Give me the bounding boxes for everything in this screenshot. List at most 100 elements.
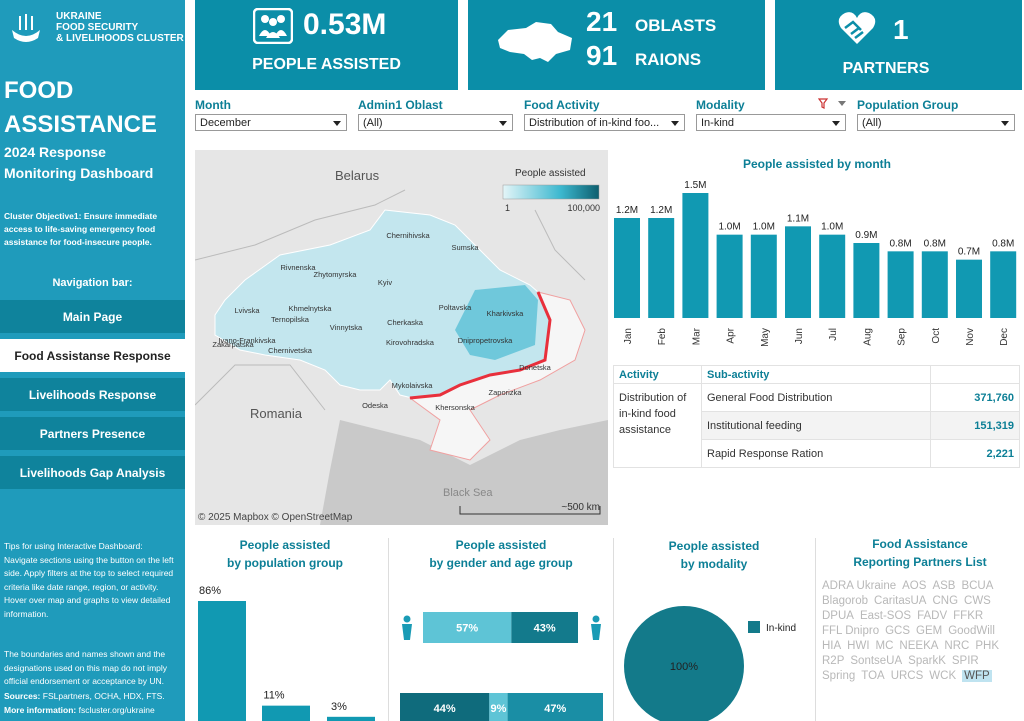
nav-button[interactable]: Livelihoods Gap Analysis <box>0 456 185 489</box>
oblast-label: Khersonska <box>435 403 475 412</box>
bar-segment <box>489 693 508 721</box>
partners-subtitle: Reporting Partners List <box>853 555 987 569</box>
partner-name[interactable]: CNG <box>932 595 959 607</box>
map[interactable]: Belarus Romania Black Sea Chernihivska Su… <box>195 150 608 525</box>
pie-slice <box>624 606 744 721</box>
kpi-label: RAIONS <box>635 50 702 69</box>
partner-name[interactable]: SontseUA <box>850 655 903 667</box>
partner-name[interactable]: NRC <box>944 640 970 652</box>
partner-name[interactable]: MC <box>875 640 894 652</box>
nav-button[interactable]: Partners Presence <box>0 417 185 450</box>
partner-name[interactable]: WFP <box>962 670 992 682</box>
gender-chart: People assisted by gender and age group 57… <box>400 538 603 721</box>
oblast-label: Mykolaivska <box>392 381 434 390</box>
partner-name[interactable]: BCUA <box>961 580 994 592</box>
filter-label: Modality <box>696 98 745 112</box>
partner-name[interactable]: SparkK <box>908 655 946 667</box>
kpi-value: 21 <box>586 6 618 37</box>
partner-name[interactable]: R2P <box>822 655 845 667</box>
x-tick-label: May <box>760 328 771 347</box>
partner-name[interactable]: NEEKA <box>899 640 939 652</box>
partners-list: ADRA Ukraine AOS ASB BCUA Blagorob CaritasUA C… <box>822 580 1012 682</box>
partner-name[interactable]: HWI <box>847 640 870 652</box>
nav-button[interactable]: Food Assistanse Response <box>0 339 185 372</box>
sources: Sources: FSLpartners, OCHA, HDX, FTS. Mor… <box>4 690 184 717</box>
filter-select[interactable]: December <box>195 114 347 131</box>
oblast-label: Chernihivska <box>386 231 430 240</box>
filter-select[interactable]: Distribution of in-kind foo... <box>524 114 685 131</box>
bar-segment <box>400 693 490 721</box>
partner-name[interactable]: PHK <box>975 640 999 652</box>
logo-text: & LIVELIHOODS CLUSTER <box>56 33 184 44</box>
partner-name[interactable]: East-SOS <box>859 610 912 622</box>
x-tick-label: Jun <box>794 328 805 344</box>
partner-name[interactable]: FFL Dnipro <box>822 625 880 637</box>
filter-select[interactable]: In-kind <box>696 114 846 131</box>
country-label: Romania <box>250 406 303 421</box>
subtitle: 2024 Response Monitoring Dashboard <box>4 144 154 181</box>
partner-name[interactable]: FFKR <box>953 610 984 622</box>
kpi-partners: 1 PARTNERS <box>775 0 1022 90</box>
bar <box>887 251 914 318</box>
partner-name[interactable]: CWS <box>964 595 991 607</box>
partners-title: Food Assistance <box>872 537 968 551</box>
more-link[interactable]: fscluster.org/ukraine <box>78 704 155 715</box>
partner-name[interactable]: Blagorob <box>822 595 869 607</box>
x-tick-label: Feb <box>657 328 668 346</box>
partner-name[interactable]: AOS <box>902 580 927 592</box>
filter-label: Food Activity <box>524 98 600 112</box>
kpi-label: PARTNERS <box>842 60 930 77</box>
partner-name[interactable]: TOA <box>861 670 885 682</box>
bar <box>262 705 310 721</box>
data-label: 1.5M <box>684 180 706 191</box>
objective: Cluster Objective1: Ensure immediate acc… <box>4 211 158 247</box>
nav-button[interactable]: Livelihoods Response <box>0 378 185 411</box>
icon-body <box>402 624 412 640</box>
partner-name[interactable]: SPIR <box>951 655 979 667</box>
disclaimer: The boundaries and names shown and the d… <box>4 649 168 686</box>
chart-title: People assisted by month <box>743 157 891 171</box>
partner-name[interactable]: Spring <box>822 670 856 682</box>
partner-name[interactable]: GCS <box>885 625 911 637</box>
nav-button[interactable]: Main Page <box>0 300 185 333</box>
partner-name[interactable]: ADRA Ukraine <box>822 580 897 592</box>
filter-select[interactable]: (All) <box>857 114 1015 131</box>
table-number: 2,221 <box>930 439 1020 468</box>
tips: Tips for using Interactive Dashboard: Na… <box>4 541 174 619</box>
partner-name[interactable]: GoodWill <box>948 625 995 637</box>
data-label: 11% <box>263 690 284 702</box>
bar <box>614 218 640 318</box>
bar <box>785 226 811 318</box>
partner-name[interactable]: GEM <box>916 625 943 637</box>
data-label: 3% <box>331 701 347 713</box>
x-tick-label: Jul <box>828 328 839 341</box>
kpi-value: 1 <box>893 14 909 45</box>
frontline <box>409 291 552 400</box>
filter-select[interactable]: (All) <box>358 114 513 131</box>
partner-name[interactable]: FADV <box>917 610 948 622</box>
kpi-label: PEOPLE ASSISTED <box>252 56 401 73</box>
table-number: 371,760 <box>930 383 1020 412</box>
partner-name[interactable]: CaritasUA <box>874 595 927 607</box>
partner-name[interactable]: DPUA <box>822 610 854 622</box>
table-header: Sub-activity <box>701 365 931 384</box>
ukraine-icon <box>498 22 572 62</box>
filter-clear-icon[interactable] <box>818 98 848 110</box>
oblast-label: Vinnytska <box>330 323 363 332</box>
data-label: 0.8M <box>992 238 1014 249</box>
partner-name[interactable]: ASB <box>932 580 956 592</box>
chart-title: People assisted <box>240 538 331 552</box>
partner-name[interactable]: HIA <box>822 640 842 652</box>
kpi-value: 0.53M <box>303 8 387 41</box>
sources-text: FSLpartners, OCHA, HDX, FTS. <box>42 691 165 701</box>
bar-segment <box>507 693 603 721</box>
data-label: 1.0M <box>718 222 740 233</box>
bar <box>956 259 982 318</box>
partner-name[interactable]: WCK <box>929 670 957 682</box>
partner-name[interactable]: URCS <box>890 670 924 682</box>
table-activity: Distribution of in-kind food assistance <box>613 383 702 468</box>
x-tick-label: Aug <box>862 328 873 346</box>
bar <box>716 234 743 318</box>
bar <box>682 193 709 318</box>
